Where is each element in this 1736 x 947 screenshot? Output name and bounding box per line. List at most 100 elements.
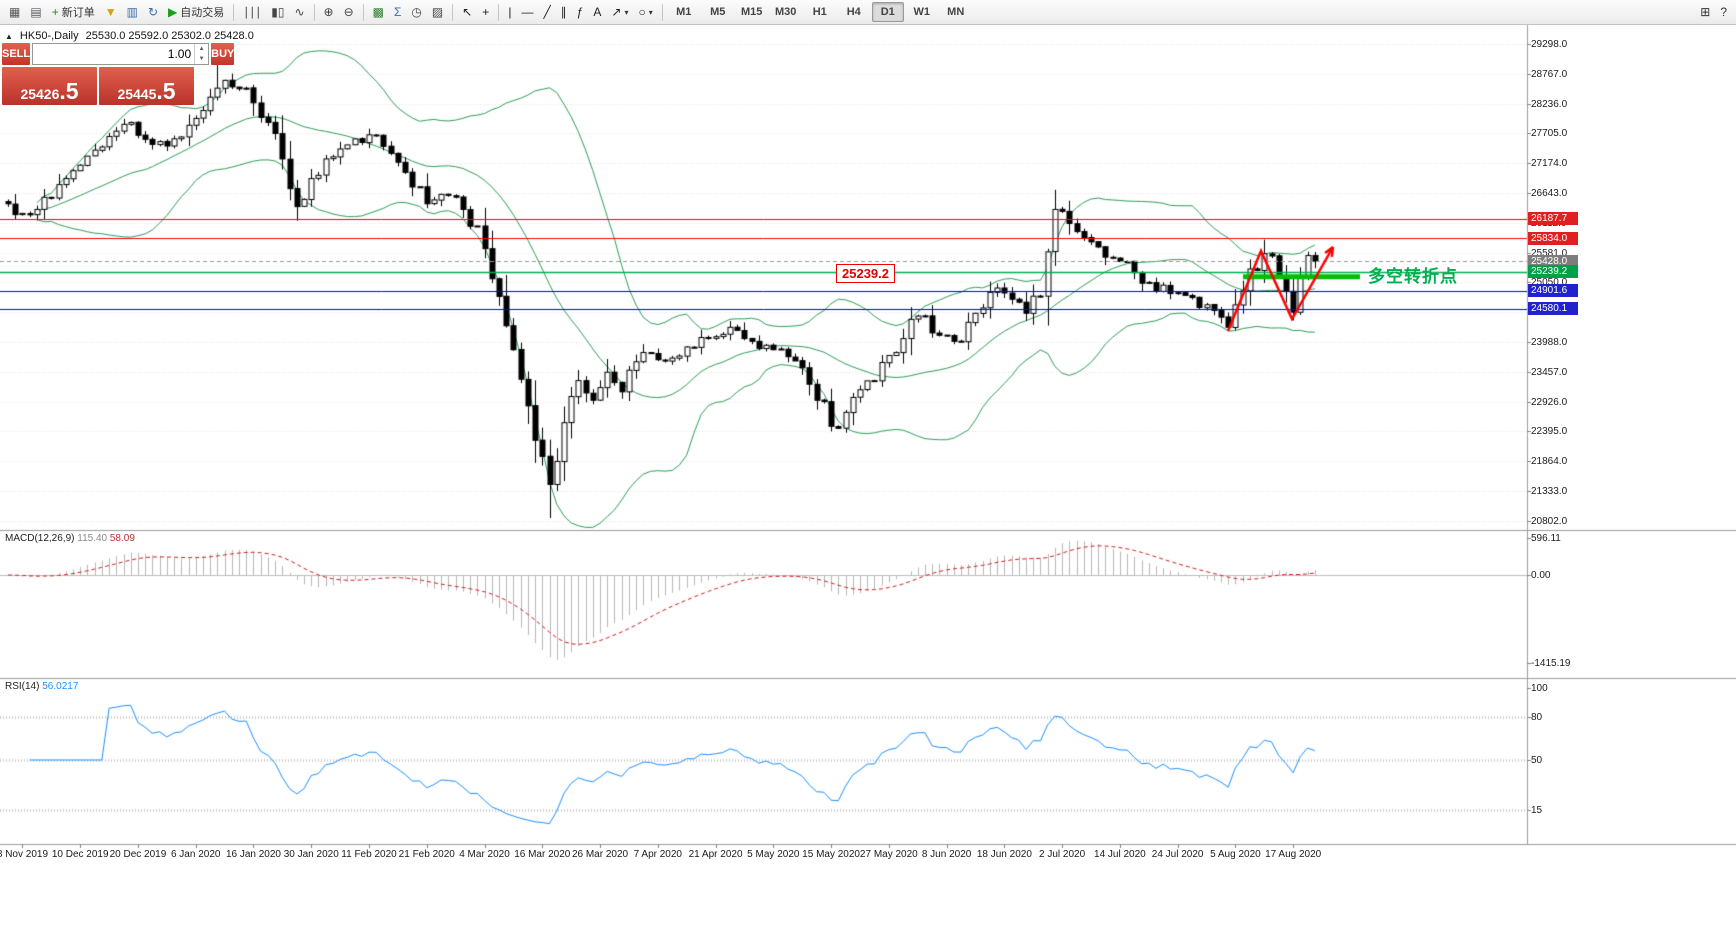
tile-windows-icon: ▩	[372, 5, 384, 19]
sell-price-fraction: .5	[59, 78, 79, 105]
help-icon[interactable]: ?	[1716, 1, 1731, 23]
periods-icon: ◷	[411, 5, 422, 19]
toolbar-separator	[233, 3, 235, 21]
indicators-icon[interactable]: Σ	[390, 1, 405, 23]
crosshair-icon[interactable]: +	[478, 1, 493, 23]
text-tool-icon: A	[593, 5, 602, 19]
toolbar-separator	[362, 3, 364, 21]
timeframe-button-H4[interactable]: H4	[846, 6, 861, 18]
templates-icon[interactable]: ▨	[428, 1, 447, 23]
buy-price-display[interactable]: 25445 .5	[99, 67, 194, 105]
collapse-arrow-icon[interactable]: ▲	[5, 31, 13, 41]
fullscreen-icon[interactable]: ⊞	[1696, 1, 1714, 23]
candlestick-chart-icon: ▮▯	[271, 5, 285, 19]
chart-layout-icon[interactable]: ▤	[26, 1, 45, 23]
fibonacci-icon[interactable]: ƒ	[573, 1, 588, 23]
autotrading-button[interactable]: ▶ 自动交易	[164, 1, 228, 23]
vertical-line-icon[interactable]: |	[504, 1, 515, 23]
bar-chart-icon: ∣∣∣	[243, 5, 262, 19]
play-icon: ▶	[168, 5, 178, 19]
volume-down-button[interactable]: ▼	[198, 56, 205, 62]
zoom-out-icon: ⊖	[343, 5, 354, 19]
text-tool-icon[interactable]: A	[589, 1, 605, 23]
help-icon: ?	[1720, 5, 1727, 19]
toolbar-separator	[498, 3, 500, 21]
arrows-tool-icon: ↗	[611, 5, 622, 19]
horizontal-line-icon[interactable]: —	[517, 1, 537, 23]
chart-symbol-period: HK50-,Daily	[19, 30, 79, 42]
timeframe-button-D1[interactable]: D1	[871, 2, 904, 22]
shapes-tool-icon[interactable]: ○ ▾	[634, 1, 656, 23]
rsi-value: 56.0217	[42, 681, 79, 692]
new-order-button[interactable]: + 新订单	[48, 1, 99, 23]
market-watch-icon: ▥	[126, 5, 138, 19]
plus-icon: +	[51, 5, 59, 19]
toolbar-separator	[313, 3, 315, 21]
macd-indicator-label: MACD(12,26,9) 115.40 58.09	[5, 533, 135, 544]
refresh-icon: ↻	[147, 5, 158, 19]
arrows-tool-icon[interactable]: ↗ ▾	[607, 1, 632, 23]
fullscreen-icon: ⊞	[1700, 5, 1711, 19]
zoom-out-icon[interactable]: ⊖	[340, 1, 358, 23]
chart-window-icon: ▦	[9, 5, 21, 19]
caret-down-icon: ▾	[648, 7, 653, 17]
templates-icon: ▨	[431, 5, 444, 19]
volume-up-button[interactable]: ▲	[198, 46, 205, 52]
zoom-in-icon: ⊕	[323, 5, 334, 19]
caret-down-icon: ▾	[624, 7, 629, 17]
price-label-annotation[interactable]: 25239.2	[836, 264, 895, 283]
indicators-icon: Σ	[393, 5, 402, 19]
trendline-icon: ╱	[543, 5, 551, 19]
toolbar-separator	[452, 3, 454, 21]
buy-price-main: 25445	[117, 85, 157, 102]
macd-main-value: 115.40	[77, 533, 108, 544]
buy-price-fraction: .5	[156, 78, 176, 105]
macd-name: MACD(12,26,9)	[5, 533, 75, 544]
volume-input[interactable]	[33, 44, 195, 64]
chart-title: ▲ HK50-,Daily 25530.0 25592.0 25302.0 25…	[5, 30, 254, 42]
timeframe-button-M15[interactable]: M15	[741, 6, 763, 18]
chart-layout-icon: ▤	[30, 5, 42, 19]
line-chart-icon[interactable]: ∿	[290, 1, 308, 23]
buy-button[interactable]: BUY	[211, 43, 235, 65]
funnel-icon[interactable]: ▼	[101, 1, 121, 23]
new-order-button-label: 新订单	[61, 7, 95, 19]
trendline-icon[interactable]: ╱	[539, 1, 554, 23]
chart-ohlc-values: 25530.0 25592.0 25302.0 25428.0	[85, 30, 254, 42]
timeframe-button-M30[interactable]: M30	[775, 6, 797, 18]
channel-icon: ∥	[560, 5, 567, 19]
horizontal-line-icon: —	[521, 5, 534, 19]
rsi-indicator-label: RSI(14) 56.0217	[5, 681, 78, 692]
autotrading-button-label: 自动交易	[180, 7, 225, 19]
bar-chart-icon[interactable]: ∣∣∣	[239, 1, 265, 23]
rsi-name: RSI(14)	[5, 681, 40, 692]
macd-signal-value: 58.09	[109, 533, 135, 544]
channel-icon[interactable]: ∥	[557, 1, 571, 23]
timeframe-button-MN[interactable]: MN	[947, 6, 965, 18]
fibonacci-icon: ƒ	[576, 5, 584, 19]
vertical-line-icon: |	[508, 5, 512, 19]
timeframe-button-W1[interactable]: W1	[913, 6, 930, 18]
cursor-icon[interactable]: ↖	[458, 1, 476, 23]
timeframe-button-H1[interactable]: H1	[812, 6, 827, 18]
market-watch-icon[interactable]: ▥	[123, 1, 142, 23]
shapes-tool-icon: ○	[638, 5, 646, 19]
tile-windows-icon[interactable]: ▩	[369, 1, 388, 23]
line-chart-icon: ∿	[294, 5, 305, 19]
sell-button[interactable]: SELL	[2, 43, 31, 65]
timeframe-button-M5[interactable]: M5	[710, 6, 726, 18]
candlestick-chart-icon[interactable]: ▮▯	[267, 1, 288, 23]
timeframe-button-M1[interactable]: M1	[676, 6, 692, 18]
zoom-in-icon[interactable]: ⊕	[320, 1, 338, 23]
refresh-icon[interactable]: ↻	[144, 1, 162, 23]
funnel-icon: ▼	[104, 5, 117, 19]
turning-point-annotation[interactable]: 多空转折点	[1368, 267, 1458, 286]
sell-price-display[interactable]: 25426 .5	[2, 67, 97, 105]
crosshair-icon: +	[482, 5, 490, 19]
volume-box: ▲ ▼	[32, 43, 210, 65]
toolbar: ▦ ▤ + 新订单 ▼ ▥ ↻ ▶ 自动交易 ∣∣∣ ▮▯ ∿ ⊕ ⊖ ▩ Σ ◷ ▨ ↖ + | — ╱ ∥ ƒ A ↗ ▾ ○ ▾ M1…	[0, 0, 1736, 25]
periods-icon[interactable]: ◷	[407, 1, 425, 23]
cursor-icon: ↖	[462, 5, 473, 19]
chart-window-icon[interactable]: ▦	[5, 1, 24, 23]
